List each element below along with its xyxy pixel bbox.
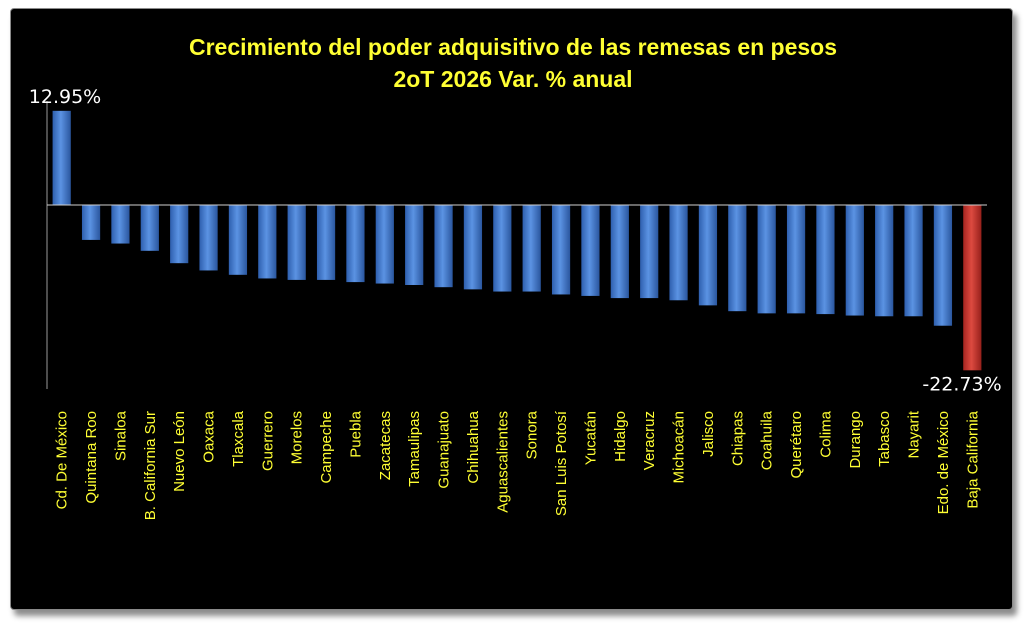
bar [493, 205, 512, 292]
category-label: Sinaloa [112, 410, 129, 461]
category-labels: Cd. De México Quintana Roo Sinaloa B. Calif… [54, 410, 982, 520]
chart-frame: Crecimiento del poder adquisitivo de las… [10, 8, 1013, 610]
bar [81, 205, 101, 240]
category-label: Jalisco [700, 411, 717, 457]
category-label: Nuevo León [171, 411, 188, 492]
category-label: Zacatecas [377, 411, 394, 480]
bar [140, 205, 159, 251]
category-label: Guanajuato [436, 411, 453, 489]
bar [551, 205, 571, 295]
category-label: Campeche [318, 411, 335, 484]
bar [963, 205, 982, 371]
bar [228, 205, 248, 275]
category-label: Hidalgo [612, 411, 629, 462]
category-label: Morelos [289, 411, 306, 464]
bar [904, 205, 923, 317]
data-labels: 12.95% -22.73% [29, 86, 1002, 395]
category-label: Coahuila [759, 410, 776, 470]
bar [111, 205, 130, 244]
bar [170, 205, 189, 264]
category-label: Chiapas [729, 411, 746, 466]
bar [698, 205, 718, 306]
category-label: Oaxaca [201, 410, 218, 462]
bar-chart: Crecimiento del poder adquisitivo de las… [29, 34, 1002, 520]
bar [640, 205, 659, 299]
bar [757, 205, 776, 314]
chart-subtitle: 2oT 2026 Var. % anual [393, 66, 632, 92]
bar [669, 205, 688, 301]
bar [316, 205, 336, 280]
category-label: Nayarit [906, 410, 923, 458]
category-label: Guerrero [259, 411, 276, 471]
bar [933, 205, 953, 326]
bars-layer [52, 110, 982, 371]
category-label: Tabasco [876, 411, 893, 467]
category-label: Quintana Roo [83, 411, 100, 504]
category-label: Yucatán [582, 411, 599, 465]
data-label: 12.95% [29, 86, 101, 108]
category-label: Chihuahua [465, 410, 482, 483]
category-label: B. California Sur [142, 411, 159, 520]
bar [728, 205, 747, 312]
category-label: Sonora [524, 410, 541, 459]
bar [375, 205, 394, 284]
bar [346, 205, 365, 283]
bar [522, 205, 541, 292]
bar [199, 205, 218, 271]
bar [287, 205, 306, 280]
category-label: Edo. de México [935, 411, 952, 514]
bar [610, 205, 629, 299]
bar [786, 205, 806, 314]
category-label: Puebla [347, 410, 364, 457]
category-label: Colima [817, 410, 834, 457]
bar [816, 205, 835, 315]
category-label: Querétaro [788, 411, 805, 479]
category-label: Veracruz [641, 411, 658, 470]
category-label: Durango [847, 411, 864, 469]
bar [52, 110, 71, 205]
bar [845, 205, 864, 316]
category-label: Baja California [964, 410, 981, 508]
category-label: Cd. De México [54, 411, 71, 509]
category-label: Tamaulipas [406, 411, 423, 487]
bar [258, 205, 277, 279]
bar [581, 205, 600, 296]
bar [434, 205, 453, 288]
category-label: Tlaxcala [230, 410, 247, 467]
category-label: Michoacán [671, 411, 688, 484]
category-label: Aguascalientes [494, 411, 511, 513]
bar [405, 205, 424, 285]
category-label: San Luis Potosí [553, 410, 570, 516]
bar [875, 205, 894, 317]
chart-title: Crecimiento del poder adquisitivo de las… [189, 34, 837, 60]
bar [463, 205, 483, 290]
data-label: -22.73% [922, 373, 1001, 395]
